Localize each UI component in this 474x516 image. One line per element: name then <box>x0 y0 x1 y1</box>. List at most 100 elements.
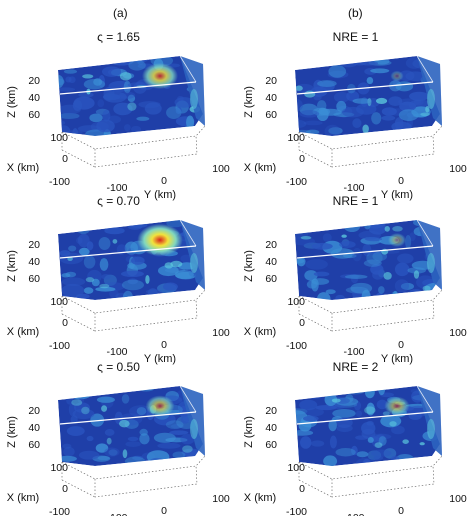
bounding-box <box>298 455 443 498</box>
z-axis-label: Z (km) <box>6 250 18 282</box>
y-tick: -100 <box>343 182 364 194</box>
panel-title: NRE = 1 <box>332 30 379 44</box>
x-axis-label: X (km) <box>244 326 276 338</box>
slice-surface <box>295 56 440 136</box>
hotspot <box>142 63 178 89</box>
hotspot <box>390 70 404 82</box>
x-axis-label: X (km) <box>7 162 39 174</box>
z-axis-label: Z (km) <box>243 250 255 282</box>
x-tick: -100 <box>286 340 307 352</box>
x-tick: 100 <box>287 132 305 144</box>
x-axis-label: X (km) <box>244 492 276 504</box>
slice-intersection-line <box>59 411 197 425</box>
x-tick: 100 <box>287 296 305 308</box>
z-tick: 40 <box>28 256 40 268</box>
slice-intersection-line <box>59 81 197 95</box>
slice-panel: NRE = 1 20 40 60 Z (km) 100 0 -100 X (km) -100 0 10… <box>237 14 474 201</box>
x-axis-label: X (km) <box>7 492 39 504</box>
z-axis-label: Z (km) <box>243 416 255 448</box>
x-tick: -100 <box>49 176 70 188</box>
slice-panel: ς = 1.65 20 40 60 Z (km) 100 0 -100 X (km) -100 0 1… <box>0 14 237 201</box>
slice-intersection-line <box>59 245 197 259</box>
y-tick: 0 <box>161 339 167 351</box>
x-tick: 100 <box>50 462 68 474</box>
column-header-b: (b) <box>348 6 363 20</box>
y-tick: -100 <box>343 346 364 358</box>
slice-panel: ς = 0.70 20 40 60 Z (km) 100 0 -100 X (km) -100 0 1… <box>0 178 237 365</box>
x-tick: 100 <box>287 462 305 474</box>
z-tick: 40 <box>265 256 277 268</box>
z-tick: 60 <box>265 273 277 285</box>
y-axis-label: Y (km) <box>144 353 176 365</box>
y-tick: 100 <box>449 327 467 339</box>
x-tick: -100 <box>286 506 307 516</box>
z-tick: 60 <box>28 273 40 285</box>
x-axis-label: X (km) <box>244 162 276 174</box>
y-tick: 100 <box>212 327 230 339</box>
column-header-a: (a) <box>113 6 128 20</box>
x-tick: 0 <box>299 317 305 329</box>
x-tick: -100 <box>49 340 70 352</box>
y-axis-label: Y (km) <box>381 353 413 365</box>
bounding-box <box>61 125 206 168</box>
slice-plot: 20 40 60 Z (km) 100 0 -100 X (km) -100 0 100 Y (km) <box>6 219 230 365</box>
bounding-box <box>298 289 443 332</box>
y-tick: 100 <box>449 493 467 505</box>
x-tick: 100 <box>50 132 68 144</box>
x-tick: -100 <box>49 506 70 516</box>
y-tick: -100 <box>106 346 127 358</box>
bounding-box <box>298 125 443 168</box>
y-tick: -100 <box>343 512 364 516</box>
panel-title: ς = 0.50 <box>97 360 140 374</box>
z-axis-label: Z (km) <box>6 86 18 118</box>
y-tick: -100 <box>106 182 127 194</box>
y-tick: -100 <box>106 512 127 516</box>
x-tick: -100 <box>286 176 307 188</box>
z-tick: 20 <box>28 75 40 87</box>
x-tick: 0 <box>62 317 68 329</box>
y-tick: 0 <box>398 505 404 516</box>
bounding-box <box>61 455 206 498</box>
slice-panel: NRE = 1 20 40 60 Z (km) 100 0 -100 X (km) -100 0 10… <box>237 178 474 365</box>
z-tick: 40 <box>265 422 277 434</box>
z-tick: 40 <box>28 92 40 104</box>
bounding-box <box>61 289 206 332</box>
y-tick: 0 <box>161 505 167 516</box>
z-tick: 40 <box>28 422 40 434</box>
z-tick: 20 <box>265 239 277 251</box>
slice-intersection-line <box>296 411 434 425</box>
x-tick: 0 <box>299 483 305 495</box>
z-tick: 60 <box>265 439 277 451</box>
x-tick: 0 <box>299 153 305 165</box>
x-axis-label: X (km) <box>7 326 39 338</box>
y-axis-label: Y (km) <box>144 189 176 201</box>
z-tick: 40 <box>265 92 277 104</box>
panel-title: ς = 0.70 <box>97 194 140 208</box>
y-tick: 0 <box>398 175 404 187</box>
x-tick: 0 <box>62 483 68 495</box>
y-tick: 100 <box>212 163 230 175</box>
y-tick: 0 <box>398 339 404 351</box>
hotspot <box>145 395 175 417</box>
y-tick: 100 <box>212 493 230 505</box>
z-tick: 60 <box>265 109 277 121</box>
y-tick: 100 <box>449 163 467 175</box>
z-tick: 20 <box>265 75 277 87</box>
hotspot <box>388 233 406 247</box>
hotspot <box>384 396 410 416</box>
panel-title: NRE = 2 <box>332 360 379 374</box>
panel-title: ς = 1.65 <box>97 30 140 44</box>
z-tick: 20 <box>28 405 40 417</box>
slice-surface <box>58 386 203 466</box>
z-axis-label: Z (km) <box>6 416 18 448</box>
z-tick: 20 <box>28 239 40 251</box>
slice-plot: 20 40 60 Z (km) 100 0 -100 X (km) -100 0 100 Y (km) <box>243 219 467 365</box>
y-tick: 0 <box>161 175 167 187</box>
hotspot <box>137 223 183 257</box>
slice-panel: NRE = 2 20 40 60 Z (km) 100 0 -100 X (km) -100 0 10… <box>237 344 474 516</box>
x-tick: 100 <box>50 296 68 308</box>
y-axis-label: Y (km) <box>381 189 413 201</box>
